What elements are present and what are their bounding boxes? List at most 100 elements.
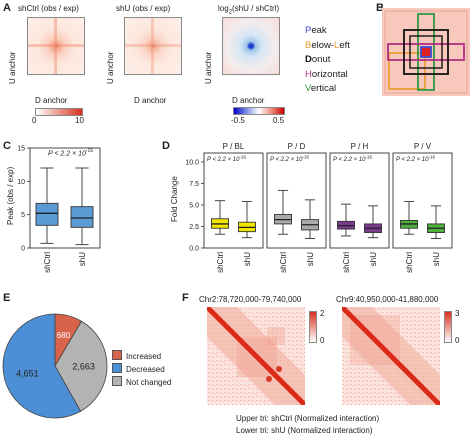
- colorbar-log2: [233, 107, 285, 115]
- d-xtick-label: shU: [243, 252, 252, 266]
- legend-horizontal: Horizontal: [305, 68, 348, 80]
- f-cbar2-min: 0: [455, 336, 460, 345]
- panel-label-a: A: [3, 2, 11, 14]
- hic-map-chr9: [342, 307, 440, 405]
- y-label-u-anchor-1: U anchor: [8, 51, 17, 84]
- c-ytick-label: 10: [17, 179, 25, 186]
- map-title-shu: shU (obs / exp): [116, 4, 171, 13]
- d-ytick-label: 5.0: [189, 203, 199, 210]
- d-ytick-label: 10.0: [185, 160, 199, 167]
- f-cbar1-min: 0: [320, 336, 325, 345]
- d-plot-frame: [392, 152, 453, 249]
- map-title-log2: log2(shU / shCtrl): [218, 4, 279, 16]
- legend-increased: Increased: [112, 350, 171, 363]
- legend-e: Increased Decreased Not changed: [112, 350, 171, 389]
- f-caption-upper: Upper tri: shCtrl (Normalized interactio…: [236, 414, 380, 423]
- log2-prefix: log: [218, 4, 229, 13]
- d-xtick-label: shU: [432, 252, 441, 266]
- log2-sub: 2: [228, 9, 233, 16]
- colorbar-min: 0: [32, 116, 37, 125]
- pie-value-label: 4,651: [16, 368, 39, 378]
- colorbar-log2-min: -0.5: [231, 116, 245, 125]
- d-pvalue: P < 2.2 × 10-16: [333, 155, 372, 164]
- d-plot-frame: [329, 152, 390, 249]
- heatmap-log2-ratio: [222, 17, 280, 75]
- heatmap-shu: [124, 17, 182, 75]
- heatmap-shctrl: [27, 17, 85, 75]
- d-pvalue: P < 2.2 × 10-16: [396, 155, 435, 164]
- x-label-d-anchor-3: D anchor: [232, 96, 265, 105]
- f-cbar1-max: 2: [320, 309, 325, 318]
- d-pvalue: P < 2.2 × 10-16: [270, 155, 309, 164]
- heatmap-cross-h: [28, 44, 84, 47]
- c-ytick-label: 5: [21, 212, 25, 219]
- f-title-chr9: Chr9:40,950,000-41,880,000: [336, 295, 439, 304]
- f-caption-lower: Lower tri: shU (Normalized interaction): [236, 426, 373, 435]
- colorbar-max: 10: [75, 116, 84, 125]
- c-ytick-label: 0: [21, 246, 25, 253]
- legend-peak: Peak: [305, 25, 327, 36]
- panel-label-f: F: [182, 292, 189, 304]
- map-title-shctrl: shCtrl (obs / exp): [18, 4, 79, 13]
- d-pvalue: P < 2.2 × 10-16: [207, 155, 246, 164]
- panel-label-c: C: [3, 140, 11, 152]
- colorbar-obs-exp: [35, 108, 83, 116]
- y-label-u-anchor-2: U anchor: [106, 51, 115, 84]
- region-vertical: [417, 13, 435, 91]
- region-below-left: [388, 52, 426, 90]
- d-ytick-label: 0.0: [189, 246, 199, 253]
- domain-schematic: [382, 8, 470, 96]
- heatmap-cross-v: [54, 18, 57, 74]
- d-xtick-label: shCtrl: [216, 252, 225, 273]
- boxplot-fold-change: 0.0 2.5 5.0 7.5 10.0 P / BL P < 2.2 × 10-16 shC…: [185, 142, 453, 273]
- legend-decreased: Decreased: [112, 363, 171, 376]
- pie-value-label: 2,663: [72, 361, 95, 371]
- f-cbar2-max: 3: [455, 309, 460, 318]
- c-xtick-label: shCtrl: [43, 252, 52, 273]
- panel-label-d: D: [162, 140, 170, 152]
- c-ytick-label: 15: [17, 146, 25, 153]
- log2-suffix: (shU / shCtrl): [232, 4, 280, 13]
- d-ytick-label: 7.5: [189, 181, 199, 188]
- x-label-d-anchor-1: D anchor: [35, 96, 68, 105]
- d-group-title: P / D: [288, 142, 306, 151]
- d-xtick-label: shU: [306, 252, 315, 266]
- d-xtick-label: shCtrl: [405, 252, 414, 273]
- c-xtick-label: shU: [78, 252, 87, 266]
- panel-label-e: E: [3, 292, 11, 304]
- boxplot-peak: 0 5 10 15 shCtrl shU: [17, 146, 101, 273]
- pie-slice-decreased: [2, 313, 82, 419]
- d-group-title: P / BL: [223, 142, 245, 151]
- c-pvalue: P < 2.2 × 10-16: [48, 148, 94, 158]
- legend-b: Peak Below-Left Donut Horizontal Vertica…: [305, 24, 350, 97]
- panel-label-b: B: [376, 2, 384, 14]
- d-xtick-label: shU: [369, 252, 378, 266]
- f-colorbar-1: [309, 311, 317, 343]
- x-label-d-anchor-2: D anchor: [134, 96, 167, 105]
- c-box-shu-box: [70, 206, 94, 228]
- d-ytick-label: 2.5: [189, 224, 199, 231]
- region-horizontal: [387, 43, 465, 61]
- f-colorbar-2: [444, 311, 452, 343]
- region-peak: [420, 46, 432, 58]
- c-plot-frame: [29, 147, 101, 249]
- d-plot-frame: [266, 152, 327, 249]
- d-group-title: P / H: [351, 142, 369, 151]
- heatmap-cross-h: [125, 44, 181, 47]
- pie-chart: 680 2,663 4,651: [2, 313, 108, 419]
- c-box-shctrl-box: [35, 202, 59, 226]
- legend-not-changed: Not changed: [112, 376, 171, 389]
- d-group-title: P / V: [414, 142, 432, 151]
- colorbar-log2-max: 0.5: [273, 116, 285, 125]
- d-xtick-label: shCtrl: [279, 252, 288, 273]
- d-plot-frame: [203, 152, 264, 249]
- y-label-u-anchor-3: U anchor: [204, 51, 213, 84]
- heatmap-cross-v: [151, 18, 154, 74]
- hic-map-chr2: [207, 307, 305, 405]
- legend-donut: Donut: [305, 54, 331, 65]
- region-donut: [403, 29, 449, 75]
- legend-vertical: Vertical: [305, 83, 337, 94]
- pie-value-label: 680: [57, 331, 71, 340]
- d-xtick-label: shCtrl: [342, 252, 351, 273]
- legend-below-left: Below-Left: [305, 39, 350, 51]
